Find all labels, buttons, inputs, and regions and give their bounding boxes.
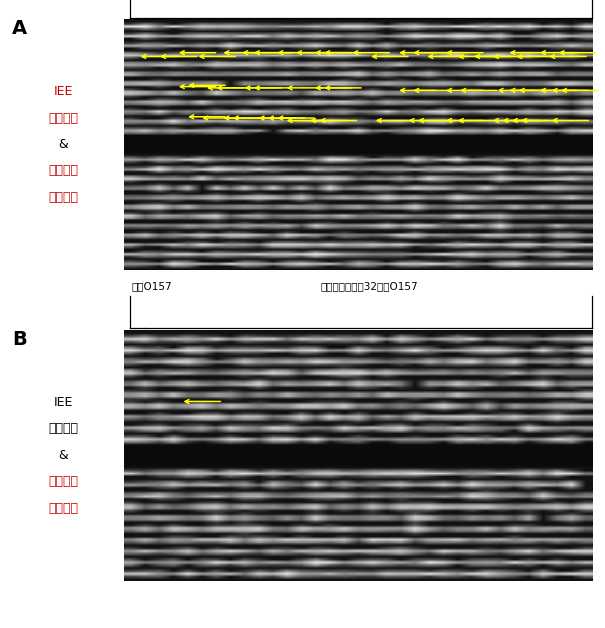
Text: &: &	[59, 138, 68, 151]
Text: IEE: IEE	[54, 396, 73, 409]
Text: B: B	[12, 330, 27, 349]
Text: IEE: IEE	[54, 85, 73, 98]
Text: 転移酵素: 転移酵素	[48, 475, 79, 488]
Text: 転移酵素: 転移酵素	[48, 165, 79, 177]
Text: A: A	[12, 19, 27, 38]
Text: 発現あり: 発現あり	[48, 191, 79, 203]
Text: 元のO157: 元のO157	[131, 281, 172, 291]
Text: 発現あり: 発現あり	[48, 112, 79, 124]
Text: 培養で派生した32株のO157: 培養で派生した32株のO157	[320, 281, 418, 291]
Text: 発現あり: 発現あり	[48, 502, 79, 514]
Text: 発現なし: 発現なし	[48, 423, 79, 435]
Text: &: &	[59, 449, 68, 462]
